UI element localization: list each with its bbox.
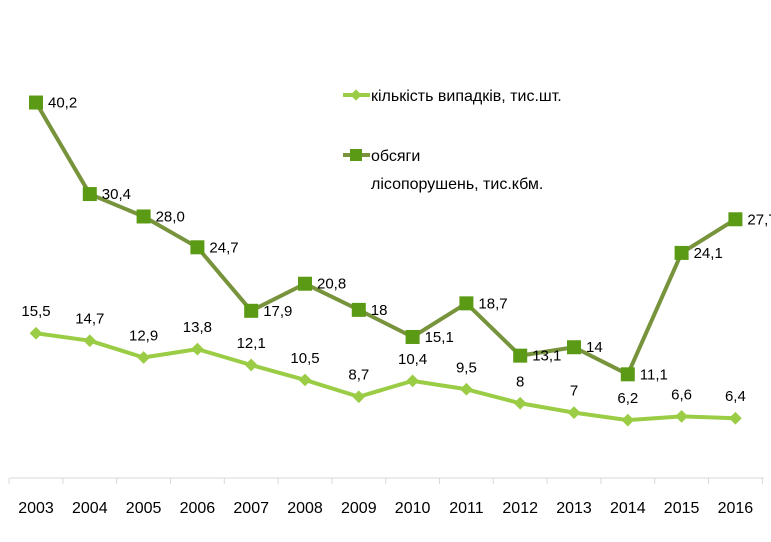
data-label-volumes: 11,1 — [640, 366, 668, 383]
legend-label-volumes-line1: обсяги — [371, 148, 420, 165]
data-label-cases: 9,5 — [456, 359, 477, 376]
data-label-volumes: 24,7 — [209, 239, 238, 256]
point-cases — [460, 382, 473, 396]
point-cases — [621, 413, 635, 427]
legend-label-volumes-line2: лісопорушень, тис.кбм. — [371, 176, 543, 193]
data-label-volumes: 15,1 — [425, 329, 454, 346]
data-label-cases: 8,7 — [348, 367, 369, 384]
x-tick-label: 2012 — [502, 500, 538, 517]
point-cases — [729, 411, 742, 425]
x-tick-label: 2009 — [341, 500, 377, 517]
x-tick-label: 2004 — [72, 500, 108, 517]
data-label-cases: 13,8 — [183, 319, 212, 336]
data-label-cases: 6,6 — [671, 386, 692, 403]
data-label-cases: 6,4 — [725, 388, 746, 405]
point-cases — [298, 373, 312, 387]
x-tick-label: 2011 — [449, 500, 484, 517]
point-volumes — [620, 367, 635, 382]
data-label-cases: 12,1 — [237, 335, 266, 352]
point-cases — [513, 396, 527, 410]
legend-label-cases: кількість випадків, тис.шт. — [371, 88, 562, 105]
series-line-volumes — [34, 101, 737, 377]
point-cases — [29, 326, 43, 340]
x-tick-label: 2006 — [180, 500, 216, 517]
series-line-cases — [35, 331, 736, 423]
x-tick-label: 2008 — [287, 500, 323, 517]
data-label-cases: 10,4 — [398, 351, 427, 368]
data-label-volumes: 40,2 — [48, 95, 77, 112]
x-axis-tick-labels: 2003 2004 2005 2006 2007 2008 2009 2010 2011 2012… — [18, 500, 753, 517]
point-cases — [675, 409, 688, 423]
data-label-volumes: 27,7 — [747, 211, 771, 228]
legend-item-cases: кількість випадків, тис.шт. — [343, 88, 562, 105]
legend-swatch-cases-marker — [350, 89, 362, 101]
data-label-cases: 12,9 — [129, 328, 158, 345]
legend-swatch-volumes-marker — [350, 149, 362, 161]
point-volumes — [298, 276, 312, 291]
data-label-cases: 10,5 — [290, 350, 319, 367]
x-tick-label: 2015 — [664, 500, 700, 517]
x-tick-label: 2007 — [233, 500, 269, 517]
point-cases — [137, 351, 150, 364]
point-volumes — [459, 296, 474, 311]
point-cases — [83, 334, 97, 348]
x-tick-label: 2014 — [610, 500, 646, 517]
series-layer — [29, 95, 743, 427]
data-labels: 15,5 14,7 12,9 13,8 12,1 10,5 8,7 10,4 9,5 8 7 6,2 6… — [21, 95, 771, 408]
data-label-cases: 6,2 — [617, 390, 638, 407]
point-volumes — [405, 329, 420, 344]
data-label-volumes: 17,9 — [263, 303, 292, 320]
x-tick-label: 2005 — [126, 500, 162, 517]
point-cases — [406, 374, 419, 388]
point-volumes — [82, 187, 97, 202]
point-volumes — [351, 302, 366, 317]
x-axis-ticks — [8, 478, 763, 484]
data-label-volumes: 28,0 — [156, 208, 185, 225]
legend-item-volumes: обсяги лісопорушень, тис.кбм. — [343, 148, 543, 193]
data-label-volumes: 14 — [586, 339, 603, 356]
point-cases — [352, 390, 366, 404]
data-label-volumes: 13,1 — [532, 348, 561, 365]
x-tick-label: 2013 — [556, 500, 592, 517]
point-cases — [567, 406, 581, 419]
legend: кількість випадків, тис.шт. обсяги лісоп… — [343, 88, 562, 193]
data-label-volumes: 24,1 — [694, 245, 723, 262]
data-label-cases: 15,5 — [21, 303, 50, 320]
x-tick-label: 2016 — [718, 500, 754, 517]
data-label-cases: 8 — [516, 373, 524, 390]
point-volumes — [244, 303, 259, 318]
point-volumes — [567, 340, 581, 355]
data-label-volumes: 18 — [371, 302, 388, 319]
data-label-volumes: 30,4 — [102, 186, 131, 203]
point-volumes — [190, 240, 205, 255]
x-tick-label: 2003 — [18, 500, 54, 517]
data-label-volumes: 20,8 — [317, 276, 346, 293]
point-volumes — [29, 95, 43, 110]
point-volumes — [136, 209, 151, 224]
point-volumes — [674, 245, 689, 260]
point-cases — [191, 342, 204, 356]
data-label-cases: 14,7 — [75, 311, 104, 328]
x-tick-label: 2010 — [395, 500, 431, 517]
point-volumes — [728, 212, 743, 227]
point-cases — [244, 358, 258, 372]
data-label-cases: 7 — [570, 383, 578, 400]
point-volumes — [513, 348, 528, 363]
data-label-volumes: 18,7 — [478, 295, 507, 312]
